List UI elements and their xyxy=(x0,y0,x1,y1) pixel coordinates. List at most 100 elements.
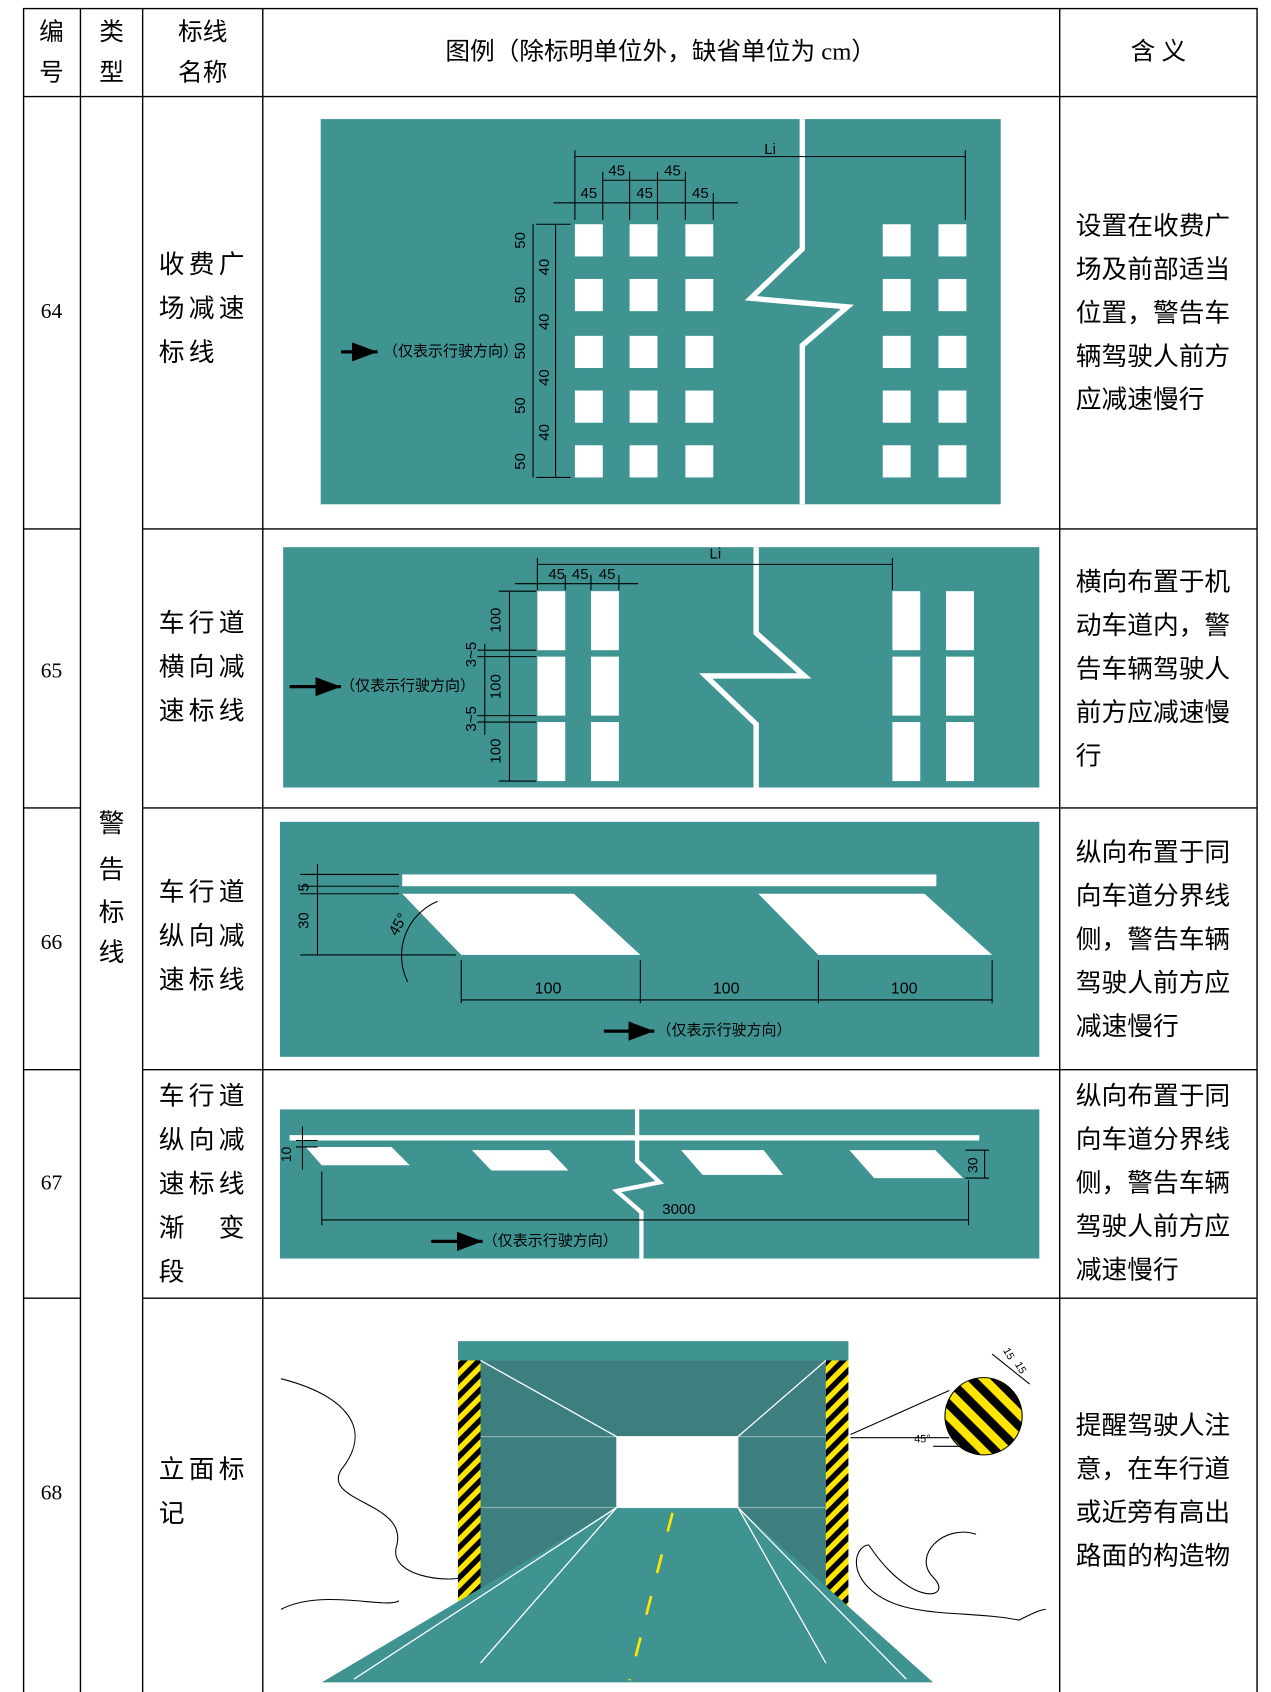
row-id: 64 xyxy=(41,299,63,323)
header-cell: 编 xyxy=(39,18,64,46)
marking-name: 速标线 xyxy=(159,966,249,995)
header-cell: 标线 xyxy=(178,18,227,46)
marking-name: 立面标 xyxy=(159,1455,249,1484)
meaning: 侧，警告车辆 xyxy=(1076,925,1230,954)
figure-label: （仅表示行驶方向） xyxy=(383,343,518,360)
marking-name: 车行道 xyxy=(159,1082,249,1111)
header-cell: 含 义 xyxy=(1131,37,1186,65)
figure-label: 50 xyxy=(512,343,529,360)
figure-label: （仅表示行驶方向） xyxy=(656,1022,791,1039)
figure-label: 30 xyxy=(965,1157,981,1173)
type-label: 告 xyxy=(99,855,125,884)
figure-label: 3000 xyxy=(662,1201,695,1218)
figure-label: 5 xyxy=(296,883,313,891)
header-cell: 名称 xyxy=(178,59,227,87)
marking-name: 记 xyxy=(159,1499,189,1528)
marking-name: 收费广 xyxy=(159,250,249,279)
meaning: 或近旁有高出 xyxy=(1076,1498,1230,1527)
figure-label: 100 xyxy=(488,608,505,633)
row-id: 67 xyxy=(41,1170,63,1194)
marking-name: 横向减 xyxy=(159,652,249,681)
figure-label: 3~5 xyxy=(463,642,480,667)
meaning: 减速慢行 xyxy=(1076,1012,1179,1041)
figure-label: 45 xyxy=(599,566,616,583)
row-id: 65 xyxy=(41,659,62,683)
marking-name: 标线 xyxy=(159,338,219,367)
meaning: 位置，警告车 xyxy=(1076,298,1230,327)
type-label: 警 xyxy=(99,809,125,838)
marking-name: 渐 变 xyxy=(159,1214,249,1243)
figure-label: 100 xyxy=(535,979,562,997)
header-cell: 图例（除标明单位外，缺省单位为 cm） xyxy=(445,37,876,65)
figure-label: 40 xyxy=(536,259,553,276)
figure-label: 45 xyxy=(692,185,709,202)
figure-label: 15 xyxy=(1000,1346,1016,1362)
meaning: 应减速慢行 xyxy=(1076,385,1205,414)
figure-label: 45 xyxy=(664,163,681,180)
header-cell: 型 xyxy=(99,59,124,87)
figure-label: Li xyxy=(764,141,776,158)
meaning: 向车道分界线 xyxy=(1076,1125,1230,1154)
figure-65 xyxy=(283,547,1040,788)
marking-name: 速标线 xyxy=(159,1170,249,1199)
type-label: 标 xyxy=(99,898,125,927)
figure-label: 45 xyxy=(572,566,589,583)
meaning: 驾驶人前方应 xyxy=(1076,968,1230,997)
marking-name: 车行道 xyxy=(159,608,249,637)
figure-label: 100 xyxy=(488,674,505,699)
meaning: 纵向布置于同 xyxy=(1076,1082,1230,1111)
meaning: 减速慢行 xyxy=(1076,1255,1179,1284)
marking-name: 场减速 xyxy=(159,294,249,323)
figure-label: 45 xyxy=(608,163,625,180)
figure-label: 45 xyxy=(636,185,653,202)
figure-label: 100 xyxy=(713,979,740,997)
type-label: 线 xyxy=(99,938,125,967)
figure-label: 15 xyxy=(1012,1360,1028,1376)
figure-label: Li xyxy=(710,546,722,563)
figure-67 xyxy=(279,1109,1040,1259)
figure-label: 10 xyxy=(278,1146,294,1162)
figure-68 xyxy=(280,1341,1046,1683)
meaning: 向车道分界线 xyxy=(1076,881,1230,910)
meaning: 场及前部适当 xyxy=(1076,255,1230,284)
figure-label: 40 xyxy=(536,369,553,386)
meaning: 辆驾驶人前方 xyxy=(1076,342,1230,371)
figure-64 xyxy=(320,119,1001,505)
marking-name: 纵向减 xyxy=(159,1126,249,1155)
row-id: 66 xyxy=(41,930,63,954)
meaning: 横向布置于机 xyxy=(1076,568,1231,597)
row-id: 68 xyxy=(41,1481,62,1505)
meaning: 意，在车行道 xyxy=(1076,1454,1230,1483)
meaning: 行 xyxy=(1076,741,1102,770)
figure-66 xyxy=(279,821,1040,1057)
figure-label: 50 xyxy=(512,287,529,304)
header-cell: 类 xyxy=(99,18,124,46)
figure-label: 45 xyxy=(581,185,598,202)
marking-name: 速标线 xyxy=(159,696,249,725)
meaning: 驾驶人前方应 xyxy=(1076,1212,1230,1241)
marking-name: 段 xyxy=(159,1258,189,1287)
meaning: 动车道内，警 xyxy=(1076,611,1230,640)
meaning: 路面的构造物 xyxy=(1076,1541,1230,1570)
marking-name: 车行道 xyxy=(159,878,249,907)
figure-label: 3~5 xyxy=(463,706,480,731)
figure-label: 40 xyxy=(536,424,553,441)
figure-label: （仅表示行驶方向） xyxy=(483,1232,618,1249)
figure-label: 50 xyxy=(512,453,529,470)
figure-label: 40 xyxy=(536,314,553,331)
header-cell: 号 xyxy=(39,60,64,87)
meaning: 前方应减速慢 xyxy=(1076,698,1230,727)
meaning: 设置在收费广 xyxy=(1076,211,1230,240)
figure-label: 45° xyxy=(914,1434,930,1446)
figure-label: 50 xyxy=(512,232,529,249)
meaning: 纵向布置于同 xyxy=(1076,838,1230,867)
figure-label: 100 xyxy=(488,739,505,764)
figure-label: 100 xyxy=(891,979,918,997)
table-grid xyxy=(22,7,1258,1692)
figure-label: 30 xyxy=(296,912,313,929)
meaning: 告车辆驾驶人 xyxy=(1076,655,1230,684)
meaning: 侧，警告车辆 xyxy=(1076,1168,1230,1197)
